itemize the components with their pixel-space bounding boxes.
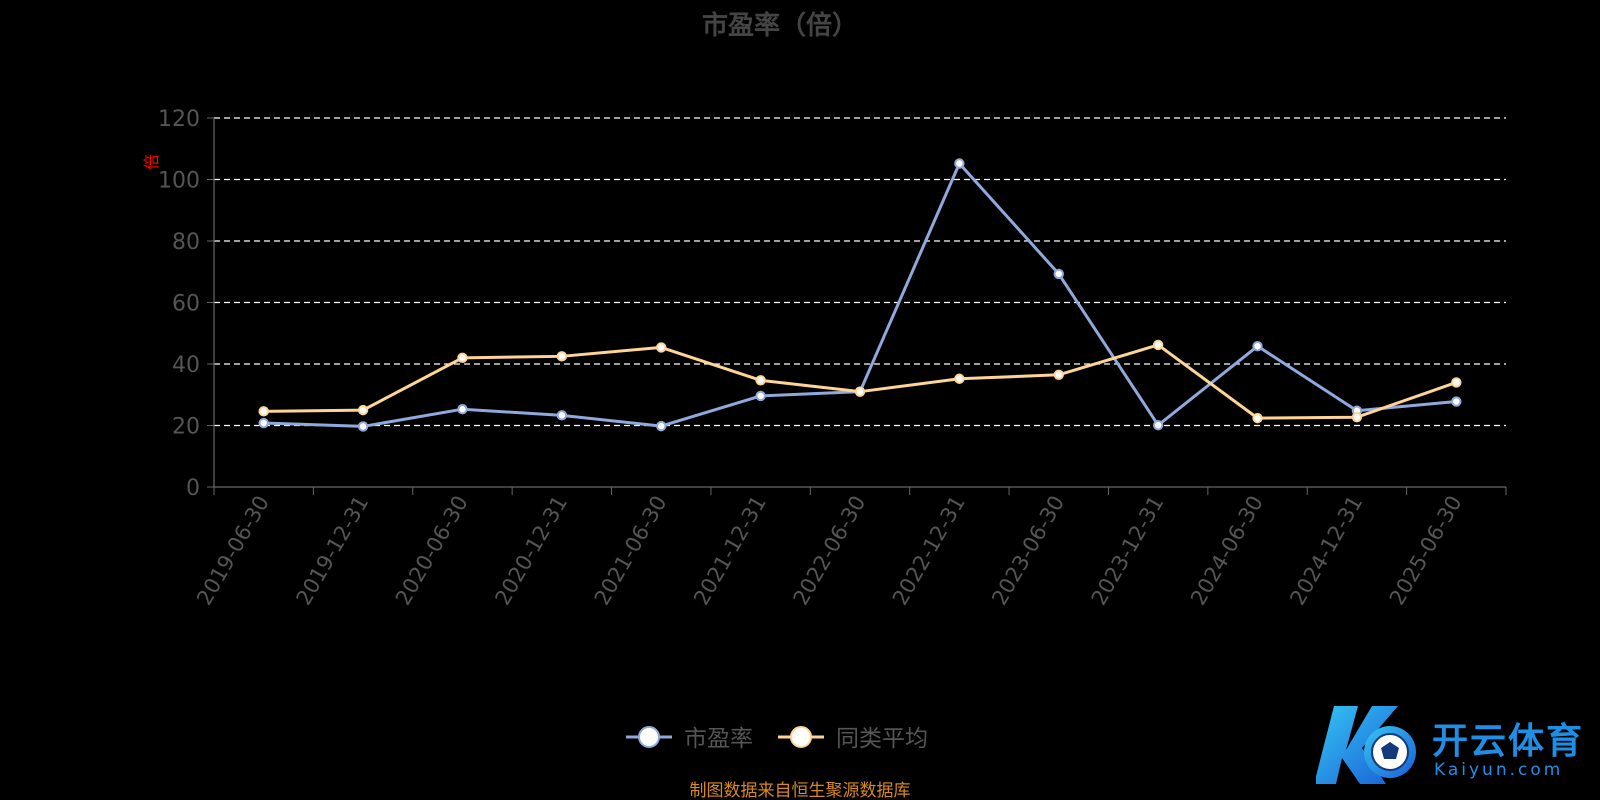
data-point[interactable] [755, 375, 766, 386]
data-point[interactable] [1053, 268, 1064, 280]
x-tick-label: 2022-12-31 [888, 492, 970, 610]
x-tick-label: 2024-06-30 [1186, 492, 1268, 610]
data-point[interactable] [357, 421, 369, 432]
x-tick-label: 2019-06-30 [192, 492, 274, 610]
legend-item-0[interactable]: 市盈率 [626, 726, 753, 752]
kaiyun-logo: 开云体育 Kaiyun.com [1314, 700, 1596, 790]
data-point[interactable] [258, 417, 269, 429]
x-tick-label: 2024-12-31 [1285, 492, 1367, 610]
legend-marker [790, 726, 812, 748]
data-point[interactable] [656, 342, 667, 353]
y-tick-label: 20 [172, 415, 200, 440]
data-point[interactable] [954, 373, 965, 384]
data-point[interactable] [1451, 396, 1462, 407]
grid-lines [214, 117, 1506, 427]
x-tick-label: 2023-12-31 [1087, 492, 1169, 610]
y-tick-label: 80 [172, 230, 200, 255]
y-tick-label: 60 [172, 292, 200, 317]
x-tick-label: 2021-12-31 [689, 492, 771, 610]
x-tick-label: 2023-06-30 [987, 492, 1069, 610]
data-point[interactable] [1152, 339, 1164, 351]
legend-label: 市盈率 [684, 726, 753, 752]
x-tick-label: 2020-12-31 [490, 492, 572, 610]
kaiyun-brand-name: 开云体育 [1432, 721, 1585, 762]
data-point[interactable] [954, 158, 965, 169]
x-tick-label: 2022-06-30 [789, 492, 871, 610]
x-tick-label: 2019-12-31 [292, 492, 374, 610]
data-point[interactable] [1451, 377, 1462, 388]
data-point[interactable] [1152, 419, 1164, 431]
legend[interactable]: 市盈率 同类平均 [626, 726, 928, 752]
y-tick-label: 40 [172, 353, 200, 378]
data-point[interactable] [457, 404, 468, 415]
chart-title: 市盈率（倍） [702, 10, 858, 41]
legend-marker [638, 726, 660, 748]
series-layer [258, 158, 1462, 432]
data-source-note: 制图数据来自恒生聚源数据库 [690, 781, 911, 800]
kaiyun-logo-icon [1314, 706, 1416, 784]
legend-label: 同类平均 [836, 726, 928, 752]
x-tick-label: 2021-06-30 [590, 492, 672, 610]
y-axis-label: 倍 [142, 154, 161, 170]
data-point[interactable] [457, 352, 468, 364]
kaiyun-domain: Kaiyun.com [1434, 760, 1564, 780]
x-tick-label: 2025-06-30 [1385, 492, 1467, 610]
data-point[interactable] [1351, 411, 1363, 423]
data-point[interactable] [1252, 412, 1263, 424]
x-tick-label: 2020-06-30 [391, 492, 473, 610]
y-tick-label: 0 [186, 476, 200, 501]
data-point[interactable] [1252, 340, 1263, 352]
data-point[interactable] [357, 404, 369, 416]
data-point[interactable] [656, 420, 667, 432]
y-tick-label: 120 [158, 107, 200, 132]
data-point[interactable] [854, 386, 866, 397]
data-point[interactable] [258, 406, 269, 417]
y-tick-label: 100 [158, 169, 200, 194]
data-point[interactable] [556, 351, 568, 362]
data-point[interactable] [755, 390, 766, 402]
data-point[interactable] [1053, 369, 1064, 380]
data-point[interactable] [556, 410, 568, 421]
legend-item-1[interactable]: 同类平均 [778, 726, 928, 752]
series-line-1 [263, 343, 1457, 420]
